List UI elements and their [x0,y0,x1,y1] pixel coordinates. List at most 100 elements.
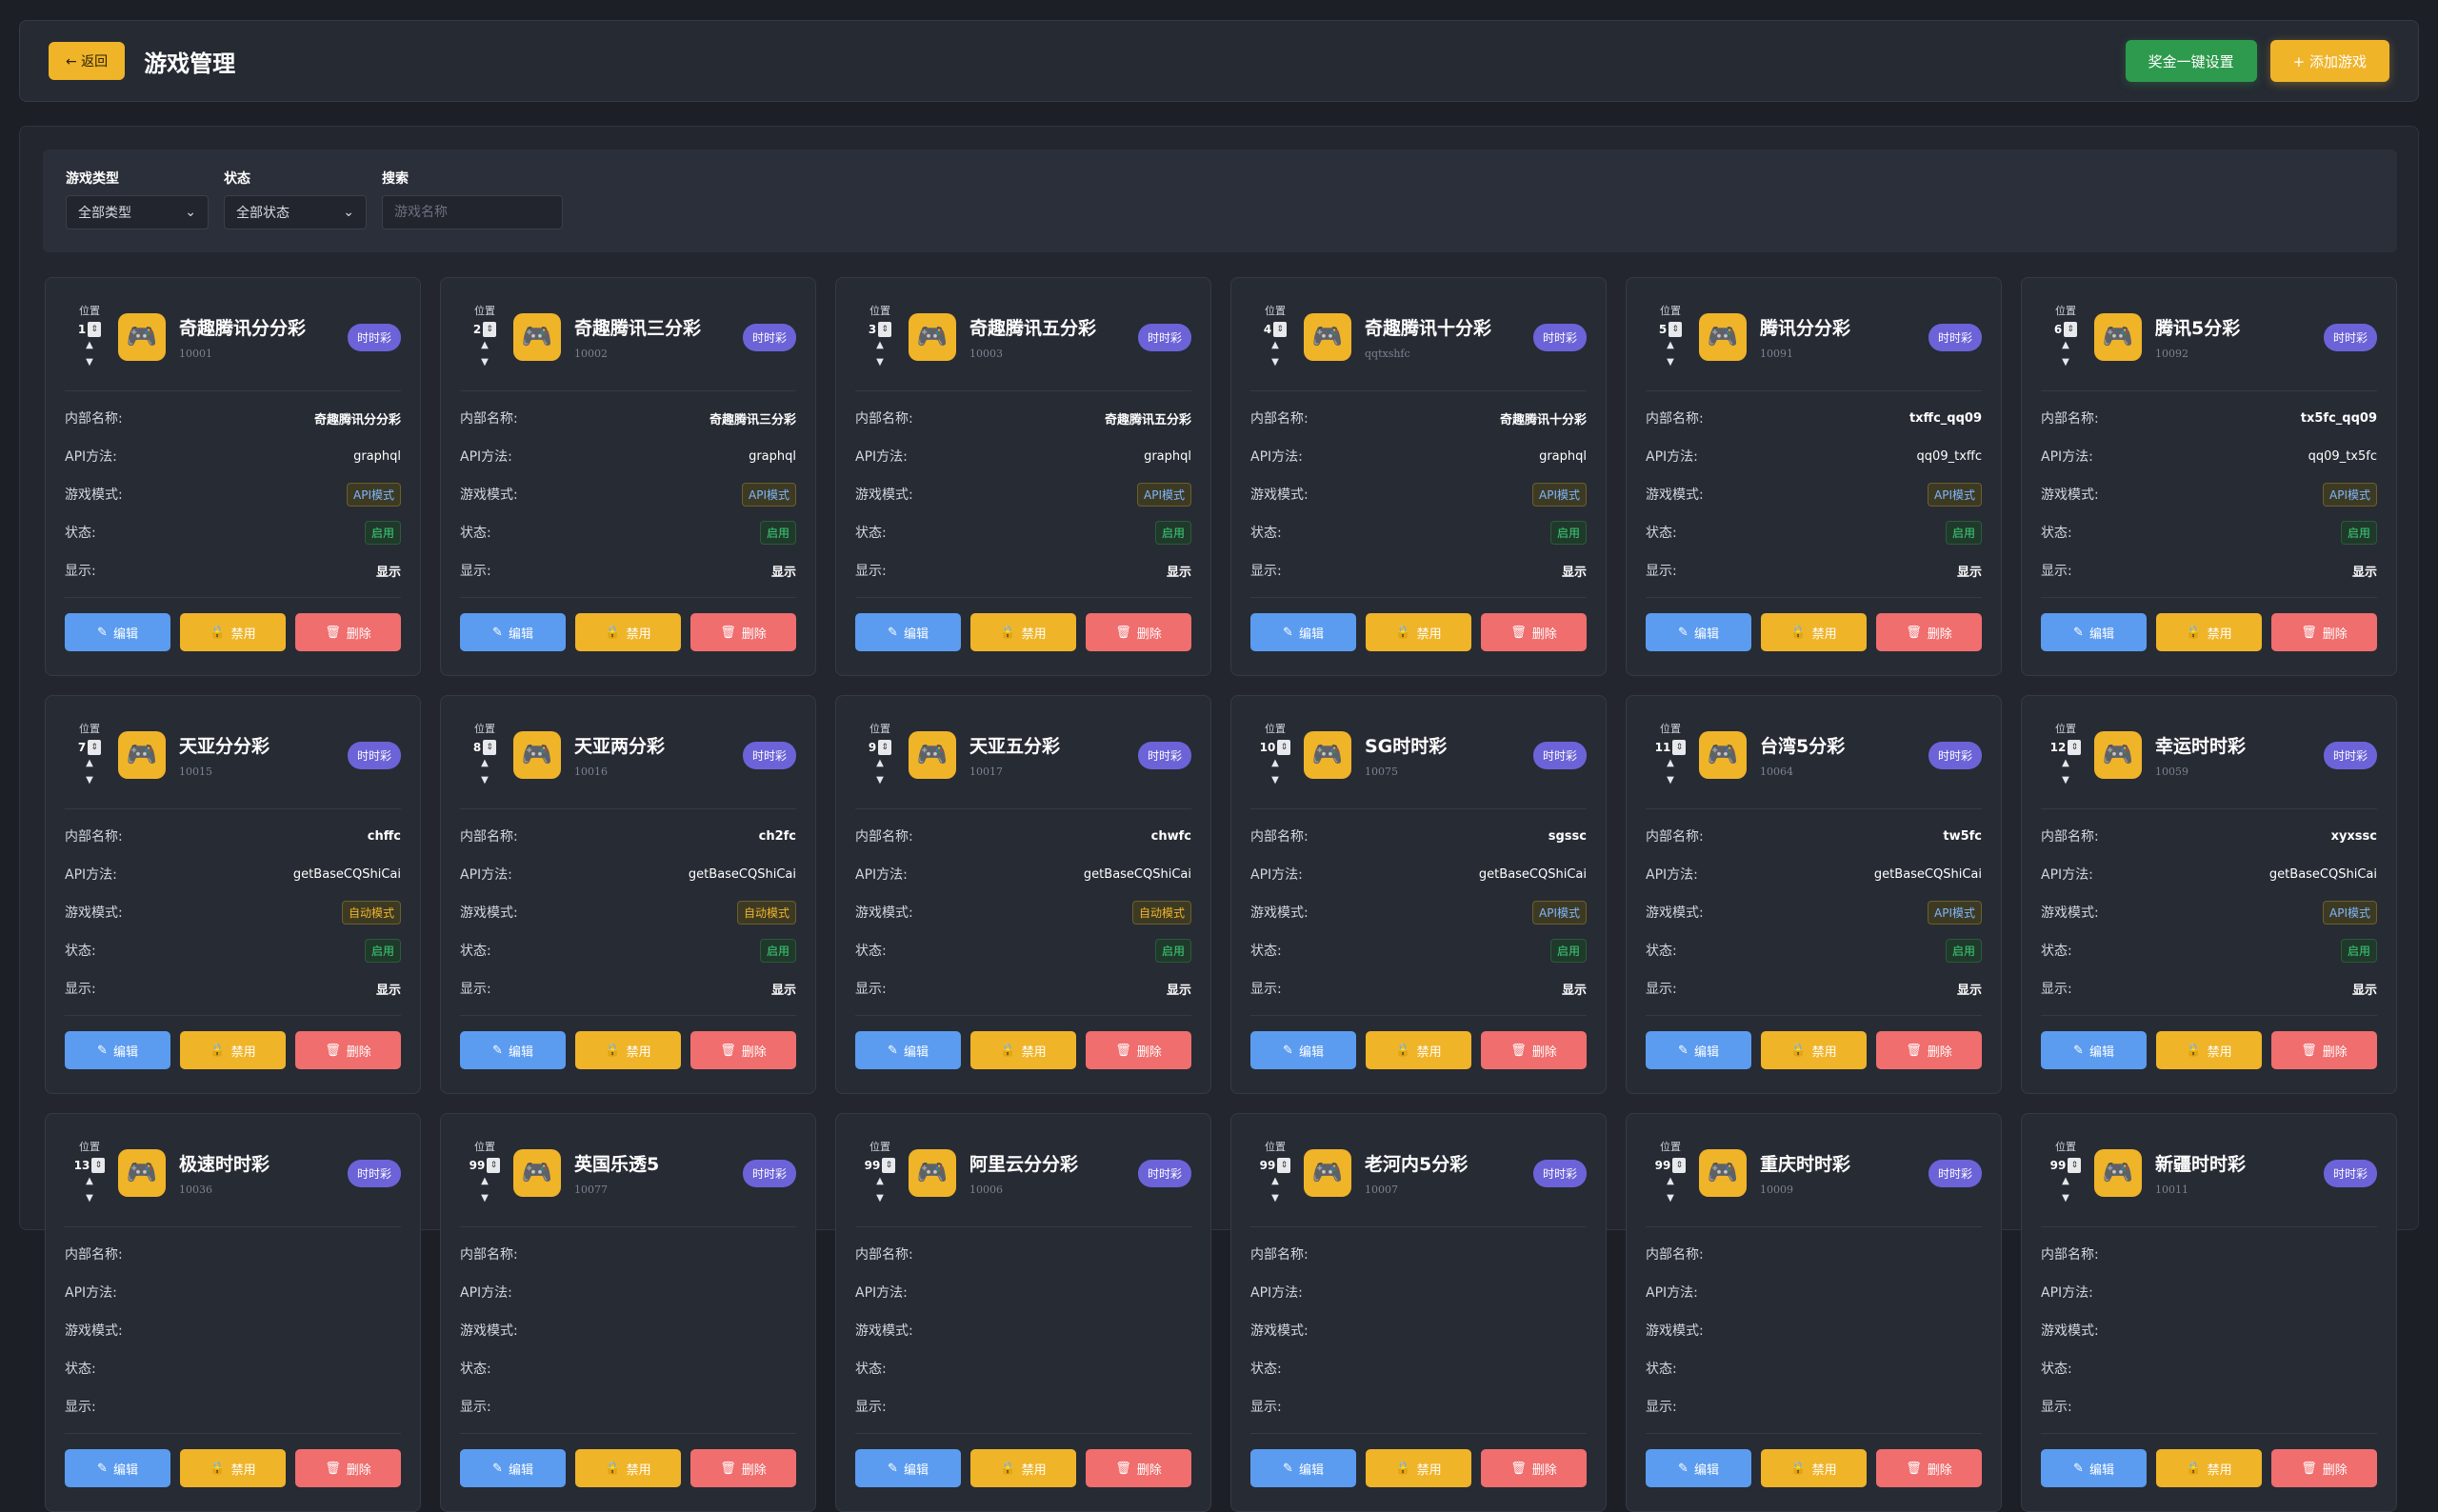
disable-button[interactable]: 🔒 禁用 [180,1449,286,1487]
delete-button[interactable]: 🗑 删除 [2271,1031,2377,1069]
move-down-icon[interactable]: ▼ [2062,357,2069,368]
spinner-icon[interactable]: ⇕ [91,1158,106,1173]
game-type-select[interactable]: 全部类型 ⌄ [66,195,209,229]
disable-button[interactable]: 🔒 禁用 [1761,1449,1867,1487]
delete-button[interactable]: 🗑 删除 [2271,1449,2377,1487]
move-down-icon[interactable]: ▼ [1271,357,1279,368]
edit-button[interactable]: ✎ 编辑 [855,1449,961,1487]
delete-button[interactable]: 🗑 删除 [1481,1031,1587,1069]
move-up-icon[interactable]: ▲ [481,1176,489,1186]
delete-button[interactable]: 🗑 删除 [1086,1031,1191,1069]
spinner-icon[interactable]: ⇕ [878,322,892,337]
position-value[interactable]: 10 [1259,741,1276,754]
position-value[interactable]: 99 [2049,1159,2067,1172]
spinner-icon[interactable]: ⇕ [487,1158,501,1173]
disable-button[interactable]: 🔒 禁用 [575,1449,681,1487]
position-value[interactable]: 12 [2049,741,2067,754]
disable-button[interactable]: 🔒 禁用 [970,613,1076,651]
move-up-icon[interactable]: ▲ [2062,758,2069,768]
back-button[interactable]: ← 返回 [49,42,126,80]
position-value[interactable]: 8 [472,741,482,754]
disable-button[interactable]: 🔒 禁用 [575,613,681,651]
move-down-icon[interactable]: ▼ [1271,1193,1279,1204]
position-value[interactable]: 99 [469,1159,486,1172]
move-up-icon[interactable]: ▲ [1271,758,1279,768]
move-down-icon[interactable]: ▼ [86,1193,93,1204]
disable-button[interactable]: 🔒 禁用 [970,1031,1076,1069]
move-down-icon[interactable]: ▼ [2062,775,2069,786]
spinner-icon[interactable]: ⇕ [882,1158,896,1173]
position-value[interactable]: 5 [1658,323,1668,336]
edit-button[interactable]: ✎ 编辑 [65,1449,170,1487]
move-up-icon[interactable]: ▲ [1667,340,1674,350]
edit-button[interactable]: ✎ 编辑 [855,1031,961,1069]
spinner-icon[interactable]: ⇕ [1277,740,1291,755]
delete-button[interactable]: 🗑 删除 [1481,613,1587,651]
disable-button[interactable]: 🔒 禁用 [575,1031,681,1069]
position-value[interactable]: 6 [2053,323,2063,336]
spinner-icon[interactable]: ⇕ [2064,322,2078,337]
disable-button[interactable]: 🔒 禁用 [1366,613,1471,651]
delete-button[interactable]: 🗑 删除 [295,613,401,651]
edit-button[interactable]: ✎ 编辑 [460,1031,566,1069]
move-down-icon[interactable]: ▼ [1667,775,1674,786]
position-value[interactable]: 7 [77,741,87,754]
disable-button[interactable]: 🔒 禁用 [2156,1449,2262,1487]
spinner-icon[interactable]: ⇕ [88,740,102,755]
move-down-icon[interactable]: ▼ [1667,357,1674,368]
move-down-icon[interactable]: ▼ [876,1193,884,1204]
edit-button[interactable]: ✎ 编辑 [855,613,961,651]
status-select[interactable]: 全部状态 ⌄ [224,195,367,229]
move-up-icon[interactable]: ▲ [1271,1176,1279,1186]
edit-button[interactable]: ✎ 编辑 [1646,1449,1751,1487]
bonus-settings-button[interactable]: 奖金一键设置 [2125,40,2257,82]
position-value[interactable]: 4 [1263,323,1272,336]
move-up-icon[interactable]: ▲ [876,1176,884,1186]
position-value[interactable]: 3 [868,323,877,336]
spinner-icon[interactable]: ⇕ [2068,740,2082,755]
position-value[interactable]: 1 [77,323,87,336]
add-game-button[interactable]: + 添加游戏 [2269,40,2389,82]
disable-button[interactable]: 🔒 禁用 [180,1031,286,1069]
move-down-icon[interactable]: ▼ [1271,775,1279,786]
delete-button[interactable]: 🗑 删除 [295,1449,401,1487]
delete-button[interactable]: 🗑 删除 [1481,1449,1587,1487]
move-down-icon[interactable]: ▼ [86,357,93,368]
edit-button[interactable]: ✎ 编辑 [1250,1449,1356,1487]
delete-button[interactable]: 🗑 删除 [690,613,796,651]
move-up-icon[interactable]: ▲ [1667,1176,1674,1186]
spinner-icon[interactable]: ⇕ [483,322,497,337]
position-value[interactable]: 99 [864,1159,881,1172]
move-down-icon[interactable]: ▼ [481,1193,489,1204]
spinner-icon[interactable]: ⇕ [2068,1158,2082,1173]
disable-button[interactable]: 🔒 禁用 [2156,613,2262,651]
edit-button[interactable]: ✎ 编辑 [1646,1031,1751,1069]
position-value[interactable]: 2 [472,323,482,336]
move-up-icon[interactable]: ▲ [86,758,93,768]
move-up-icon[interactable]: ▲ [2062,340,2069,350]
position-value[interactable]: 99 [1654,1159,1671,1172]
spinner-icon[interactable]: ⇕ [1277,1158,1291,1173]
edit-button[interactable]: ✎ 编辑 [65,1031,170,1069]
disable-button[interactable]: 🔒 禁用 [1366,1449,1471,1487]
delete-button[interactable]: 🗑 删除 [1086,613,1191,651]
search-input[interactable] [382,195,563,229]
disable-button[interactable]: 🔒 禁用 [970,1449,1076,1487]
position-value[interactable]: 13 [73,1159,90,1172]
delete-button[interactable]: 🗑 删除 [1876,1449,1982,1487]
spinner-icon[interactable]: ⇕ [483,740,497,755]
move-down-icon[interactable]: ▼ [876,775,884,786]
move-up-icon[interactable]: ▲ [1667,758,1674,768]
delete-button[interactable]: 🗑 删除 [2271,613,2377,651]
disable-button[interactable]: 🔒 禁用 [1366,1031,1471,1069]
move-up-icon[interactable]: ▲ [481,758,489,768]
disable-button[interactable]: 🔒 禁用 [1761,613,1867,651]
edit-button[interactable]: ✎ 编辑 [460,613,566,651]
delete-button[interactable]: 🗑 删除 [295,1031,401,1069]
edit-button[interactable]: ✎ 编辑 [1250,613,1356,651]
position-value[interactable]: 9 [868,741,877,754]
spinner-icon[interactable]: ⇕ [1669,322,1683,337]
move-down-icon[interactable]: ▼ [1667,1193,1674,1204]
edit-button[interactable]: ✎ 编辑 [65,613,170,651]
edit-button[interactable]: ✎ 编辑 [2041,1449,2147,1487]
